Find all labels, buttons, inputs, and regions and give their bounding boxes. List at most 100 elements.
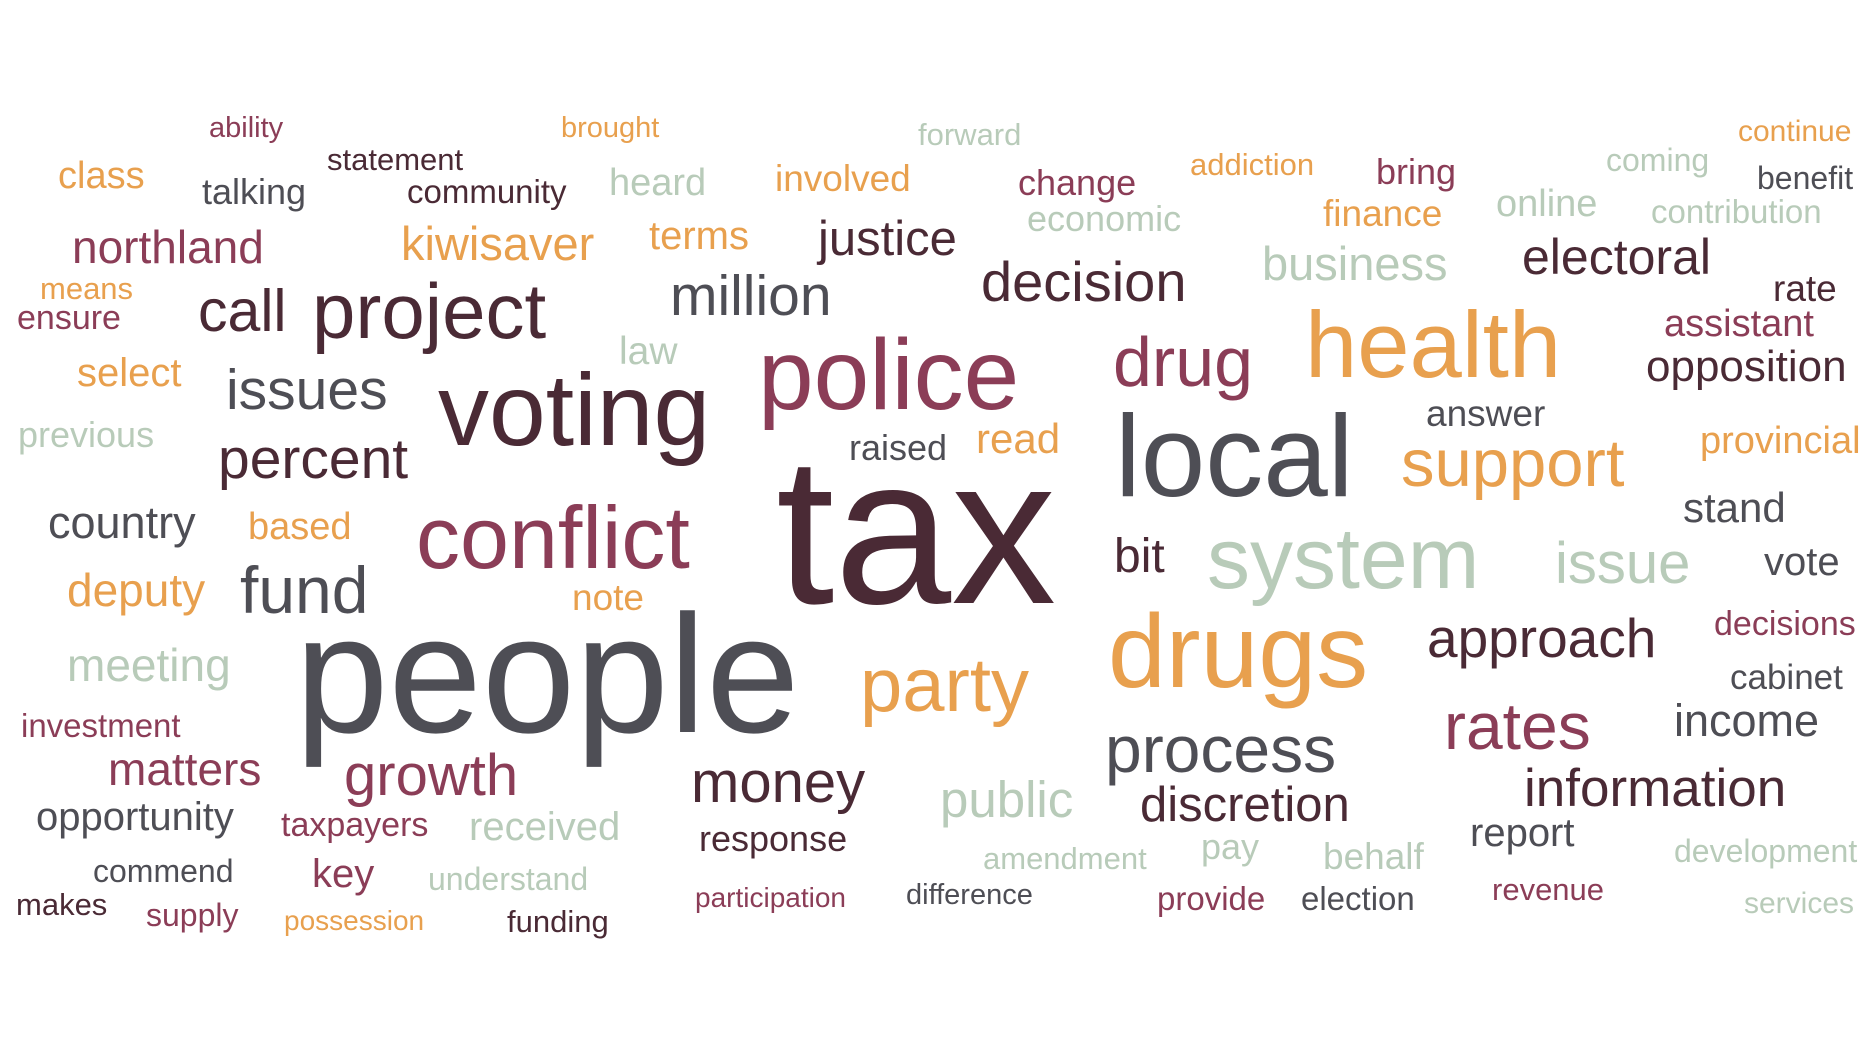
word-opposition: opposition: [1646, 342, 1847, 391]
word-difference: difference: [906, 879, 1033, 911]
word-police: police: [758, 319, 1020, 431]
word-brought: brought: [561, 112, 660, 144]
word-forward: forward: [918, 117, 1022, 152]
word-public: public: [940, 771, 1074, 828]
word-local: local: [1115, 391, 1354, 521]
word-makes: makes: [16, 887, 108, 922]
word-money: money: [691, 750, 866, 815]
word-ability: ability: [209, 112, 284, 144]
word-response: response: [699, 818, 848, 859]
word-key: key: [312, 852, 375, 896]
word-meeting: meeting: [67, 639, 231, 691]
word-note: note: [572, 577, 645, 618]
word-growth: growth: [344, 743, 519, 808]
word-discretion: discretion: [1140, 778, 1350, 832]
word-rate: rate: [1773, 268, 1837, 309]
word-economic: economic: [1027, 198, 1182, 239]
word-addiction: addiction: [1190, 147, 1315, 182]
word-support: support: [1401, 426, 1625, 501]
word-cabinet: cabinet: [1730, 658, 1843, 697]
word-terms: terms: [649, 214, 749, 258]
word-continue: continue: [1738, 115, 1852, 148]
word-matters: matters: [108, 743, 262, 795]
word-contribution: contribution: [1651, 193, 1822, 230]
word-ensure: ensure: [17, 299, 121, 337]
word-possession: possession: [284, 905, 425, 936]
word-fund: fund: [240, 553, 369, 627]
word-bit: bit: [1114, 530, 1165, 583]
word-issues: issues: [226, 358, 388, 422]
word-decisions: decisions: [1714, 605, 1856, 643]
word-statement: statement: [327, 142, 464, 177]
word-voting: voting: [438, 353, 711, 467]
word-health: health: [1305, 292, 1562, 397]
word-behalf: behalf: [1323, 836, 1424, 877]
word-deputy: deputy: [67, 564, 206, 616]
word-answer: answer: [1426, 393, 1546, 434]
word-report: report: [1470, 811, 1575, 855]
word-change: change: [1018, 162, 1137, 203]
word-provide: provide: [1157, 880, 1266, 917]
word-services: services: [1744, 887, 1855, 920]
word-project: project: [312, 267, 547, 355]
word-supply: supply: [146, 897, 239, 933]
word-means: means: [40, 271, 134, 306]
word-taxpayers: taxpayers: [281, 806, 429, 844]
word-finance: finance: [1323, 193, 1443, 234]
word-system: system: [1207, 511, 1480, 607]
word-heard: heard: [609, 162, 707, 204]
word-talking: talking: [202, 171, 307, 212]
word-drug: drug: [1113, 323, 1254, 401]
word-million: million: [670, 264, 832, 328]
word-funding: funding: [507, 904, 609, 939]
word-bring: bring: [1376, 151, 1457, 192]
word-provincial: provincial: [1700, 420, 1861, 462]
word-based: based: [248, 506, 352, 548]
word-northland: northland: [72, 221, 264, 273]
word-party: party: [860, 643, 1029, 728]
word-rates: rates: [1444, 689, 1591, 763]
word-class: class: [58, 155, 145, 197]
word-community: community: [407, 173, 567, 210]
word-stand: stand: [1683, 484, 1786, 531]
word-tax: tax: [776, 413, 1057, 648]
word-drugs: drugs: [1108, 594, 1369, 710]
word-process: process: [1105, 712, 1337, 786]
word-select: select: [77, 351, 182, 395]
word-understand: understand: [428, 861, 589, 897]
word-people: people: [295, 580, 800, 768]
word-law: law: [619, 330, 678, 373]
word-electoral: electoral: [1522, 229, 1711, 285]
word-investment: investment: [21, 707, 181, 744]
word-participation: participation: [695, 882, 846, 913]
word-decision: decision: [981, 250, 1187, 313]
word-revenue: revenue: [1492, 872, 1605, 907]
word-online: online: [1496, 183, 1598, 225]
word-issue: issue: [1555, 531, 1691, 596]
word-justice: justice: [818, 212, 957, 266]
word-commend: commend: [93, 853, 234, 889]
word-amendment: amendment: [983, 841, 1147, 876]
word-received: received: [469, 805, 621, 849]
word-conflict: conflict: [416, 488, 690, 587]
word-vote: vote: [1764, 540, 1840, 584]
word-election: election: [1301, 880, 1415, 917]
word-country: country: [48, 497, 196, 548]
word-raised: raised: [849, 427, 948, 468]
word-kiwisaver: kiwisaver: [401, 217, 595, 270]
word-coming: coming: [1606, 142, 1710, 178]
word-development: development: [1674, 833, 1858, 869]
word-business: business: [1262, 237, 1448, 290]
word-read: read: [976, 415, 1061, 462]
word-approach: approach: [1427, 607, 1657, 669]
word-percent: percent: [218, 427, 409, 491]
word-assistant: assistant: [1664, 303, 1814, 345]
word-pay: pay: [1201, 826, 1260, 867]
word-information: information: [1524, 759, 1787, 818]
word-benefit: benefit: [1757, 160, 1854, 196]
word-opportunity: opportunity: [36, 795, 234, 839]
word-income: income: [1674, 695, 1820, 746]
word-previous: previous: [18, 414, 155, 455]
word-call: call: [198, 278, 287, 344]
